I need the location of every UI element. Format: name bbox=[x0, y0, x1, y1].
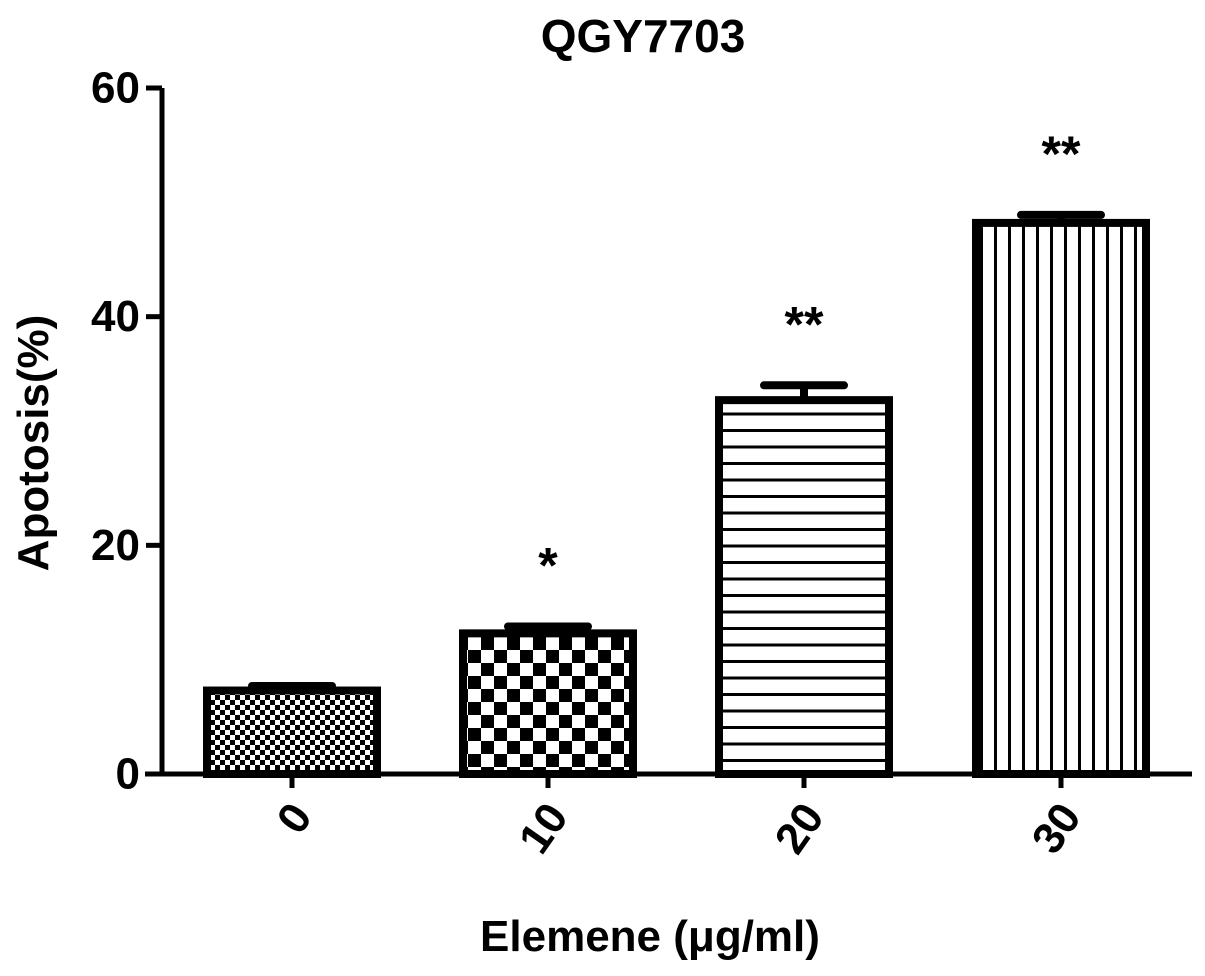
bar-20 bbox=[715, 396, 893, 778]
x-tick-label-0: 0 bbox=[268, 794, 322, 842]
chart-title: QGY7703 bbox=[541, 10, 746, 62]
x-tick-label-2: 20 bbox=[765, 794, 833, 862]
significance-marker-2: ** bbox=[785, 296, 824, 352]
y-tick-label-1: 20 bbox=[91, 521, 140, 570]
y-tick-label-0: 0 bbox=[116, 750, 140, 799]
y-tick-label-2: 40 bbox=[91, 292, 140, 341]
bar-30 bbox=[972, 218, 1150, 778]
significance-marker-3: ** bbox=[1042, 126, 1081, 182]
x-tick-label-3: 30 bbox=[1022, 794, 1090, 862]
bar-10 bbox=[459, 629, 637, 778]
x-axis-label: Elemene (μg/ml) bbox=[480, 912, 820, 961]
y-tick-label-3: 60 bbox=[91, 64, 140, 113]
y-axis-label: Apotosis(%) bbox=[9, 315, 58, 572]
bars-layer: ***** bbox=[203, 126, 1150, 779]
x-tick-label-1: 10 bbox=[509, 794, 577, 862]
bar-0 bbox=[203, 686, 381, 779]
significance-marker-1: * bbox=[538, 538, 558, 594]
